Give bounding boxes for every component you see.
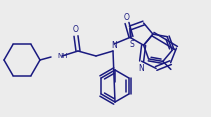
Text: N: N <box>138 64 143 73</box>
Text: NH: NH <box>57 53 68 59</box>
Text: S: S <box>129 40 134 49</box>
Text: N: N <box>111 40 117 49</box>
Text: O: O <box>124 13 130 22</box>
Text: O: O <box>73 26 79 35</box>
